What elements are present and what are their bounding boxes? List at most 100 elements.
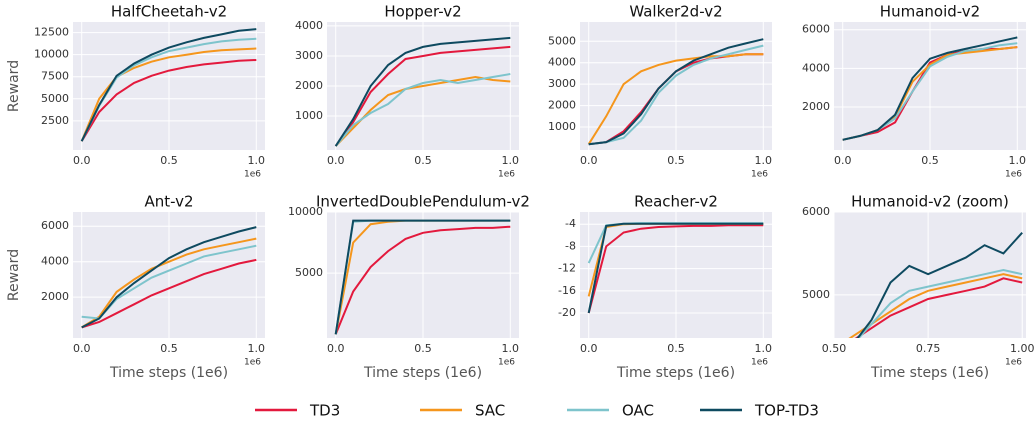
x-tick-label: 0.0: [327, 154, 345, 167]
subplot: 2000 4000 6000 0.0 0.5 1.0 Humanoid-v2 1e6: [802, 3, 1026, 180]
y-tick-label: 2500: [41, 114, 69, 127]
y-tick-label: 12500: [34, 26, 69, 39]
series-line: [334, 73, 511, 147]
x-tick-label: 0.0: [327, 342, 345, 355]
y-tick-label: -8: [565, 239, 576, 252]
x-tick-label: 0.5: [921, 154, 939, 167]
x-offset-label: 1e6: [751, 170, 768, 180]
y-tick-label: 1000: [548, 120, 576, 133]
x-offset-label: 1e6: [751, 358, 768, 368]
x-tick-label: 0.5: [667, 154, 685, 167]
y-tick-label: 3000: [548, 77, 576, 90]
y-tick-label: 5000: [548, 34, 576, 47]
series-line: [81, 237, 257, 329]
subplot-title: Humanoid-v2 (zoom): [851, 193, 1009, 211]
series-line: [588, 44, 764, 146]
subplot-title: HalfCheetah-v2: [111, 3, 227, 21]
legend-label: TOP-TD3: [754, 402, 819, 420]
y-tick-label: 4000: [295, 19, 323, 32]
x-tick-label: 1.0: [248, 154, 266, 167]
x-axis-label: Time steps (1e6): [363, 365, 482, 381]
x-tick-label: 0.5: [160, 342, 178, 355]
x-tick-label: 1.0: [248, 342, 266, 355]
plot-background: [834, 212, 1026, 338]
subplot: 1000 2000 3000 4000 5000 0.0 0.5 1.0 Walker2d-v2…: [548, 3, 772, 180]
series-line: [334, 45, 511, 147]
subplot-title: Walker2d-v2: [629, 3, 722, 21]
x-tick-label: 0.75: [916, 342, 941, 355]
series-line: [842, 36, 1018, 141]
y-tick-label: 10000: [34, 48, 69, 61]
x-axis-label: Time steps (1e6): [109, 365, 228, 381]
x-tick-label: 0.5: [414, 342, 432, 355]
series-line: [81, 226, 257, 329]
y-tick-label: 4000: [41, 255, 69, 268]
subplot: 2500 5000 7500 10000 12500 0.0 0.5 1.0 HalfCheet…: [6, 3, 265, 180]
x-offset-label: 1e6: [1005, 358, 1022, 368]
x-tick-label: 0.0: [73, 154, 91, 167]
x-tick-label: 0.0: [580, 154, 598, 167]
y-axis-label: Reward: [6, 249, 22, 301]
series-line: [588, 38, 764, 146]
series-line: [81, 258, 257, 329]
y-tick-label: 2000: [548, 99, 576, 112]
y-tick-label: 7500: [41, 70, 69, 83]
y-tick-label: 5000: [802, 288, 830, 301]
y-axis-label: Reward: [6, 60, 22, 112]
y-tick-label: -12: [558, 262, 576, 275]
legend-label: SAC: [475, 402, 505, 420]
subplot-title: Hopper-v2: [384, 3, 461, 21]
y-tick-label: 3000: [295, 49, 323, 62]
series-line: [334, 219, 511, 335]
x-tick-label: 1.00: [1010, 342, 1035, 355]
series-line: [334, 225, 511, 335]
y-tick-label: 2000: [295, 79, 323, 92]
subplot-title: Ant-v2: [144, 193, 193, 211]
y-tick-label: 10000: [288, 205, 323, 218]
x-tick-label: 1.0: [755, 342, 773, 355]
legend-label: OAC: [622, 402, 654, 420]
x-offset-label: 1e6: [244, 358, 261, 368]
x-tick-label: 1.0: [502, 342, 520, 355]
series-line: [80, 59, 257, 142]
subplot: -4 -8 -12 -16 -20 0.0 0.5 1.0 Reacher-v2 1e6 Time …: [558, 193, 772, 382]
series-line: [842, 46, 1018, 141]
legend: TD3 SAC OAC TOP-TD3: [255, 402, 819, 420]
x-axis-label: Time steps (1e6): [616, 365, 735, 381]
y-tick-label: 2000: [802, 100, 830, 113]
x-offset-label: 1e6: [244, 170, 261, 180]
x-offset-label: 1e6: [498, 358, 515, 368]
x-tick-label: 1.0: [755, 154, 773, 167]
x-tick-label: 0.0: [73, 342, 91, 355]
x-tick-label: 0.0: [580, 342, 598, 355]
subplot: 5000 6000 0.50 0.75 1.00 Humanoid-v2 (zoom) 1e…: [802, 193, 1034, 382]
x-tick-label: 0.5: [160, 154, 178, 167]
x-tick-label: 1.0: [1009, 154, 1027, 167]
x-tick-label: 0.5: [414, 154, 432, 167]
x-tick-label: 0.0: [834, 154, 852, 167]
y-tick-label: 1000: [295, 109, 323, 122]
x-tick-label: 0.50: [822, 342, 847, 355]
y-tick-label: -4: [565, 217, 576, 230]
y-tick-label: 4000: [802, 61, 830, 74]
y-tick-label: -20: [558, 306, 576, 319]
subplot-title: Humanoid-v2: [880, 3, 980, 21]
y-tick-label: -16: [558, 284, 576, 297]
y-tick-label: 6000: [802, 23, 830, 36]
x-axis-label: Time steps (1e6): [870, 365, 989, 381]
series-line: [80, 28, 257, 142]
x-offset-label: 1e6: [1005, 170, 1022, 180]
series-line: [334, 36, 511, 147]
subplot: 2000 4000 6000 0.0 0.5 1.0 Ant-v2 1e6 Reward Time…: [6, 193, 265, 382]
y-tick-label: 4000: [548, 56, 576, 69]
subplot: 5000 10000 0.0 0.5 1.0 InvertedDoublePendulum…: [288, 193, 530, 382]
y-tick-label: 6000: [41, 219, 69, 232]
series-line: [857, 268, 1023, 338]
series-line: [856, 232, 1023, 338]
series-line: [587, 222, 764, 314]
x-tick-label: 1.0: [502, 154, 520, 167]
y-tick-label: 5000: [295, 266, 323, 279]
subplot-title: Reacher-v2: [634, 193, 718, 211]
subplot-title: InvertedDoublePendulum-v2: [316, 193, 530, 211]
